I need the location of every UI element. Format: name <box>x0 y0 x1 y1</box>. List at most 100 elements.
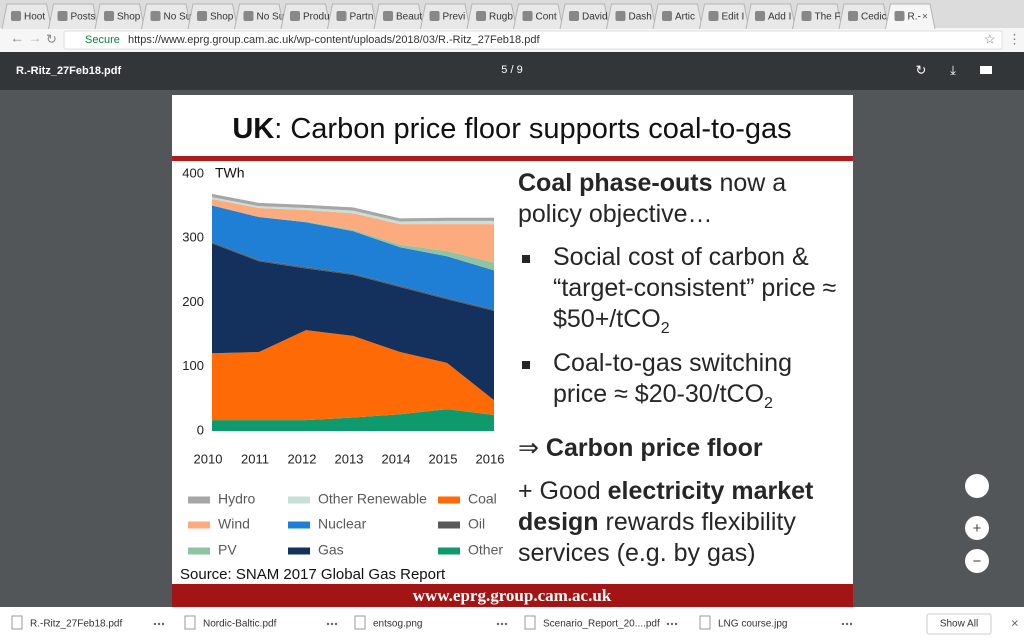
tab[interactable] <box>699 3 750 30</box>
show-all-button[interactable] <box>926 613 992 635</box>
footer-band <box>172 584 853 607</box>
download-menu-dot <box>157 622 161 626</box>
download-menu-dot <box>334 622 338 626</box>
download-shelf <box>0 607 1024 640</box>
fit-button[interactable] <box>965 474 989 498</box>
tab-title[interactable]: Beaut <box>396 12 422 23</box>
implies-arrow: ⇒ <box>518 434 539 462</box>
rotate-button[interactable]: ↻ <box>916 62 927 77</box>
forward-button[interactable]: → <box>28 30 42 46</box>
tab-title[interactable]: Add I <box>768 12 791 23</box>
tab[interactable] <box>792 3 843 30</box>
show-all[interactable]: Show All <box>940 619 978 630</box>
download-icon <box>354 615 366 630</box>
area-gas <box>212 243 494 401</box>
pdf-filename: R.-Ritz_27Feb18.pdf <box>16 65 121 77</box>
legend-label: Other Renewable <box>318 491 427 507</box>
tab[interactable] <box>1 3 52 30</box>
legend-label: Other <box>468 542 503 558</box>
tab[interactable] <box>373 3 424 30</box>
tab[interactable] <box>885 3 936 30</box>
download-menu-dot <box>841 622 845 626</box>
close-shelf[interactable]: × <box>1011 615 1019 630</box>
tab[interactable] <box>606 3 657 30</box>
tab-title[interactable]: Dash <box>629 12 652 23</box>
subscript: 2 <box>764 395 773 412</box>
tab-title[interactable]: Cedic <box>861 12 887 23</box>
legend-label: Gas <box>318 542 344 558</box>
tab-title[interactable]: Artic <box>675 12 695 23</box>
download-menu-dot <box>670 622 674 626</box>
tab-title[interactable]: Posts <box>71 12 96 23</box>
tab-close[interactable]: × <box>922 12 928 23</box>
tab[interactable] <box>745 3 796 30</box>
title-rule <box>172 156 853 161</box>
zoom-out[interactable] <box>965 549 989 573</box>
tab[interactable] <box>466 3 517 30</box>
tab-title[interactable]: No Su <box>257 12 285 23</box>
download-name[interactable]: entsog.png <box>373 619 423 630</box>
tab[interactable] <box>280 3 331 30</box>
download-menu-dot <box>496 622 500 626</box>
tab[interactable] <box>141 3 192 30</box>
plus-bold: electricity market design <box>518 477 814 536</box>
tab[interactable] <box>838 3 889 30</box>
zoom-in[interactable] <box>965 516 989 540</box>
area-coal <box>212 330 494 421</box>
download-name[interactable]: Scenario_Report_20....pdf <box>543 619 660 630</box>
download-button[interactable]: ⤓ <box>950 62 956 77</box>
download-name[interactable]: R.-Ritz_27Feb18.pdf <box>30 619 122 630</box>
tab-favicon <box>150 11 161 21</box>
tab-title[interactable]: Shop <box>210 12 234 23</box>
download-menu-dot <box>849 622 853 626</box>
print-button[interactable] <box>980 66 992 74</box>
tab-title[interactable]: David <box>582 12 608 23</box>
tab[interactable] <box>652 3 703 30</box>
download-name[interactable]: LNG course.jpg <box>718 619 787 630</box>
tab[interactable] <box>513 3 564 30</box>
tab-title[interactable]: Partn <box>350 12 374 23</box>
tab[interactable] <box>420 3 471 30</box>
tab-favicon <box>615 11 626 21</box>
tab[interactable] <box>234 3 285 30</box>
tab[interactable] <box>327 3 378 30</box>
download-name[interactable]: Nordic-Baltic.pdf <box>203 619 277 630</box>
tab-favicon <box>522 11 533 21</box>
tab-title[interactable]: Rugb <box>489 12 513 23</box>
tab[interactable] <box>48 3 99 30</box>
tab-favicon <box>662 11 672 21</box>
menu[interactable]: ⋮ <box>1008 31 1021 46</box>
download-icon <box>699 615 711 630</box>
tab-title[interactable]: Cont <box>536 12 557 23</box>
y-tick-label: 300 <box>182 230 204 245</box>
tab[interactable] <box>187 3 238 30</box>
bullet: Coal-to-gas switching price ≈ $20-30/tCO… <box>518 348 843 419</box>
tab-favicon <box>11 11 21 21</box>
tab[interactable] <box>559 3 610 30</box>
title-bold: UK <box>232 113 274 145</box>
download-menu-dot <box>326 622 330 626</box>
tab-title[interactable]: Shop <box>117 12 141 23</box>
tab-title[interactable]: Produ <box>303 12 330 23</box>
tab-title[interactable]: The F <box>815 12 841 23</box>
reload-button[interactable]: ↻ <box>46 31 57 46</box>
legend-swatch <box>438 547 460 555</box>
tab-favicon <box>429 11 440 21</box>
url[interactable]: https://www.eprg.group.cam.ac.uk/wp-cont… <box>128 34 540 46</box>
download-icon <box>11 615 23 630</box>
area-other <box>212 409 494 431</box>
download-icon <box>524 615 536 630</box>
omnibox[interactable] <box>63 30 1003 50</box>
tab-title[interactable]: No Su <box>164 12 192 23</box>
tab-title[interactable]: Hoot <box>24 12 45 23</box>
tab-title[interactable]: R.- <box>908 12 921 23</box>
tab-title[interactable]: Edit I <box>722 12 745 23</box>
heading-bold: Coal phase-outs <box>518 169 713 197</box>
legend-swatch <box>188 521 210 529</box>
tab-favicon <box>57 11 68 21</box>
tab[interactable] <box>94 3 145 30</box>
back-button[interactable]: ← <box>10 30 24 46</box>
bookmark-star[interactable]: ☆ <box>984 31 996 46</box>
tab-title[interactable]: Previ <box>443 12 466 23</box>
pdf-toolbar <box>0 52 1024 90</box>
